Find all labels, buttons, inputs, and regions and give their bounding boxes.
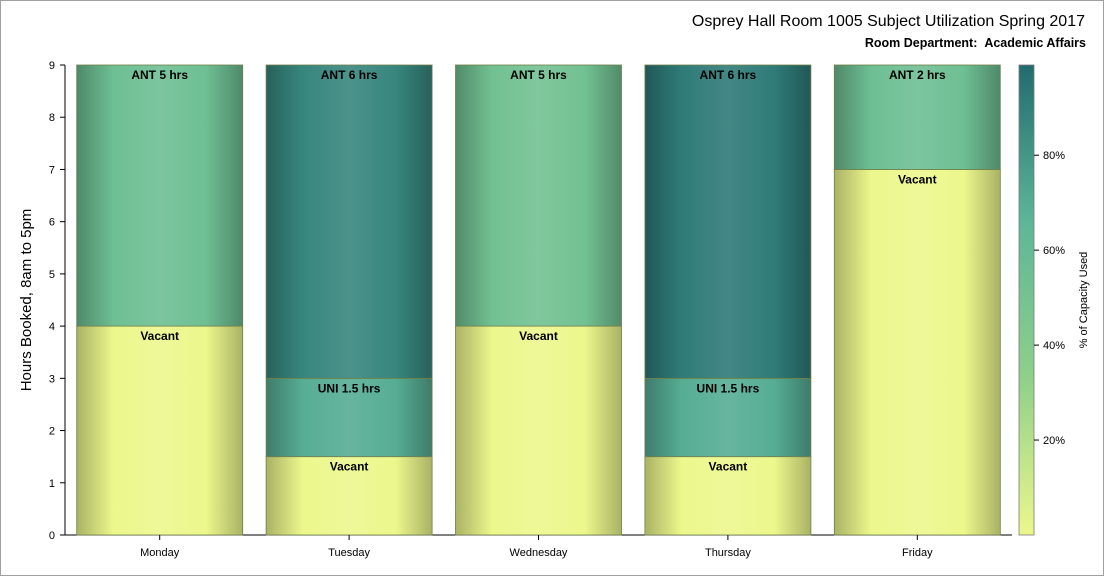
colorbar-tick-label: 40% — [1043, 340, 1065, 352]
bar-segment — [644, 377, 812, 458]
colorbar-ramp — [1018, 64, 1035, 536]
y-tick-label: 9 — [49, 60, 55, 72]
y-tick-label: 4 — [49, 321, 55, 333]
x-tick-label: Friday — [902, 547, 933, 559]
y-tick-label: 0 — [49, 530, 55, 542]
bar-segment — [455, 64, 622, 327]
y-axis-label: Hours Booked, 8am to 5pm — [18, 209, 35, 392]
x-tick-label: Wednesday — [510, 547, 568, 559]
y-tick-label: 5 — [49, 269, 55, 281]
bar-segment — [833, 169, 1001, 536]
colorbar-tick-label: 60% — [1043, 245, 1065, 257]
bar-segment — [644, 456, 812, 536]
segment-label: ANT 2 hrs — [889, 68, 946, 82]
y-tick-label: 3 — [49, 373, 55, 385]
segment-label: ANT 6 hrs — [700, 68, 757, 82]
y-tick-label: 8 — [49, 112, 55, 124]
segment-label: ANT 5 hrs — [510, 68, 567, 82]
x-tick-label: Thursday — [705, 547, 751, 559]
colorbar: 20% 40% 60% 80% % of Capacity Used — [1018, 64, 1090, 536]
bar-segment — [833, 64, 1001, 170]
segment-label: Vacant — [898, 172, 937, 186]
x-tick-label: Tuesday — [328, 547, 370, 559]
subtitle-label: Room Department: — [864, 36, 978, 50]
y-tick-label: 7 — [49, 164, 55, 176]
plot-area: 0 1 2 3 4 5 6 7 8 9 Vacant ANT 5 hrs Monday Vacant UNI… — [49, 60, 1012, 559]
colorbar-label: % of Capacity Used — [1078, 252, 1090, 349]
y-tick-label: 1 — [49, 478, 55, 490]
bar-segment — [644, 64, 812, 379]
segment-label: UNI 1.5 hrs — [697, 381, 760, 395]
bar-segment — [265, 64, 433, 379]
segment-label: UNI 1.5 hrs — [318, 381, 381, 395]
subtitle-value: Academic Affairs — [984, 36, 1086, 50]
bar-segment — [455, 325, 622, 536]
segment-label: ANT 5 hrs — [131, 68, 188, 82]
chart-subtitle: Room Department: Academic Affairs — [865, 36, 1086, 50]
bar-segment — [76, 325, 244, 536]
segment-label: ANT 6 hrs — [321, 68, 378, 82]
segment-label: Vacant — [709, 460, 748, 474]
segment-label: Vacant — [140, 329, 179, 343]
bar-segment — [76, 64, 244, 327]
segment-label: Vacant — [330, 460, 369, 474]
y-tick-label: 6 — [49, 217, 55, 229]
colorbar-tick-label: 20% — [1043, 435, 1065, 447]
y-tick-label: 2 — [49, 426, 55, 438]
colorbar-tick-label: 80% — [1043, 150, 1065, 162]
chart-title: Osprey Hall Room 1005 Subject Utilizatio… — [691, 13, 1085, 30]
x-tick-label: Monday — [140, 547, 180, 559]
segment-label: Vacant — [519, 329, 558, 343]
